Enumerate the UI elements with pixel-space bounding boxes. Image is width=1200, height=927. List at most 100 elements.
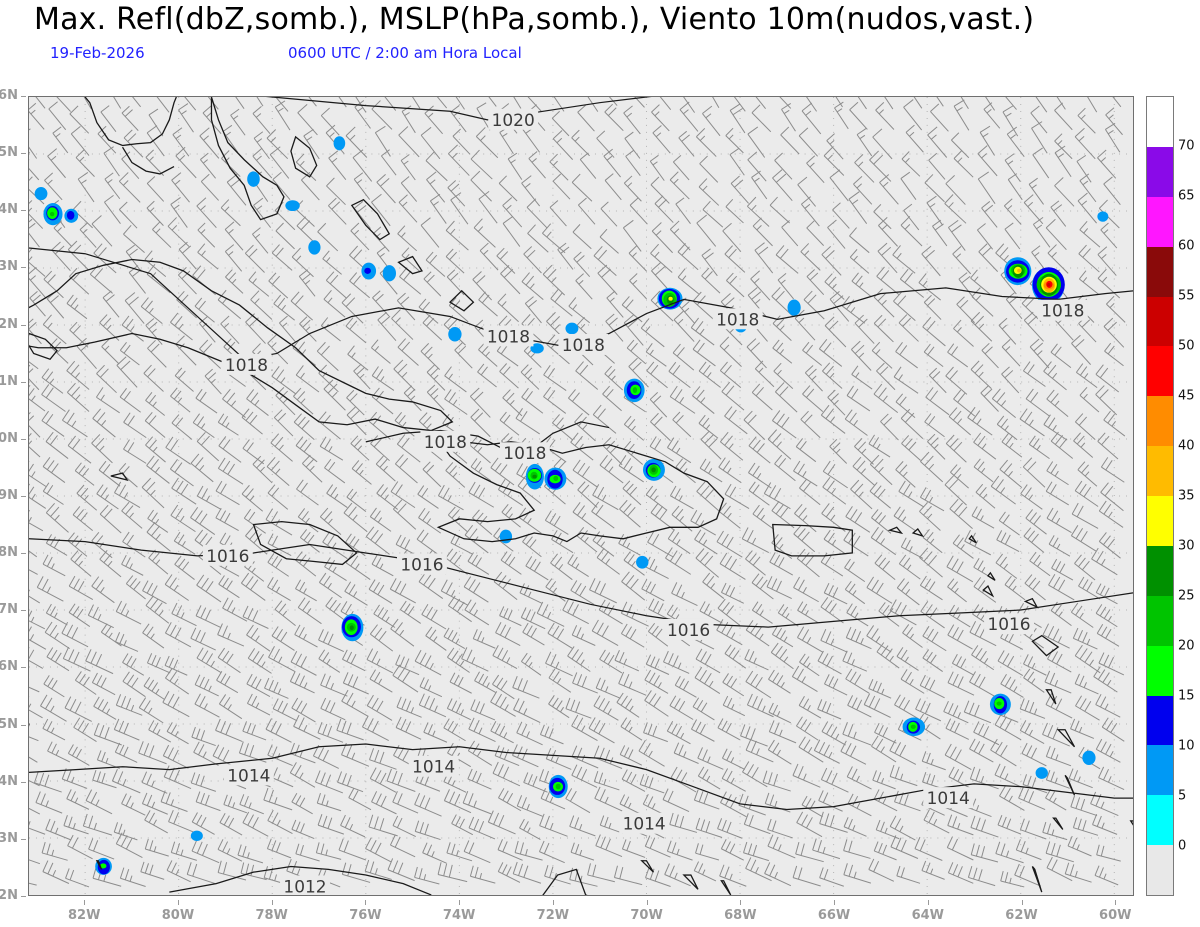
wind-barb: [1072, 627, 1098, 650]
weather-map[interactable]: 1020 1018 1018 1018 1018 1018 1018 1018 1016 1016…: [28, 96, 1134, 896]
lon-tick-mark: [552, 900, 554, 905]
wind-barb: [195, 791, 221, 812]
wind-barb: [301, 172, 320, 201]
wind-barb: [269, 146, 290, 179]
wind-barb: [342, 649, 366, 672]
wind-barb: [45, 431, 69, 459]
wind-barb: [1050, 200, 1067, 227]
wind-barb: [44, 172, 63, 201]
lon-tick-label: 68W: [724, 908, 757, 923]
wind-barb: [29, 557, 38, 575]
wind-barb: [172, 127, 190, 157]
wind-barb: [672, 154, 690, 181]
wind-barb: [146, 176, 165, 202]
wind-barb: [1043, 361, 1067, 391]
wind-barb: [645, 343, 667, 367]
wind-barb: [29, 433, 41, 458]
wind-barb: [618, 671, 647, 696]
wind-barb: [953, 99, 970, 131]
wind-barb: [948, 766, 973, 790]
wind-barb: [695, 648, 721, 674]
wind-barb: [66, 360, 90, 390]
wind-barb: [844, 409, 868, 436]
wind-barb: [400, 154, 416, 181]
isobar-value-label: 1016: [400, 554, 443, 574]
map-canvas: 1020 1018 1018 1018 1018 1018 1018 1018 1016 1016…: [29, 97, 1133, 895]
wind-barb: [948, 604, 971, 628]
wind-barb: [1019, 698, 1046, 719]
wind-barb: [994, 763, 1022, 788]
wind-barb: [746, 693, 774, 718]
wind-barb: [144, 412, 166, 438]
wind-barb: [813, 739, 840, 764]
wind-barb: [164, 655, 188, 676]
wind-barb: [724, 245, 746, 273]
wind-barb: [699, 155, 719, 183]
wind-barb: [721, 748, 746, 770]
wind-barb: [967, 406, 993, 436]
wind-barb: [646, 361, 668, 389]
wind-barb: [725, 127, 744, 154]
wind-barb: [696, 214, 717, 247]
wind-barb: [983, 102, 1001, 129]
reflectivity-colorbar[interactable]: 70 65 60 55 50 45 40 35 30 25 20 15 10 5 0: [1146, 96, 1200, 896]
wind-barb: [665, 547, 692, 575]
wind-barb: [817, 650, 842, 675]
wind-barb: [218, 694, 243, 720]
wind-barb: [702, 572, 725, 599]
wind-barb: [1076, 154, 1092, 183]
wind-barb: [220, 199, 241, 227]
wind-barb: [52, 126, 69, 154]
wind-barb: [345, 533, 366, 557]
wind-barb: [724, 483, 750, 509]
wind-barb: [515, 408, 540, 435]
wind-barb: [100, 623, 122, 647]
reflectivity-cell: [1097, 211, 1109, 222]
reflectivity-cell: [285, 200, 300, 212]
wind-barb: [846, 766, 872, 790]
wind-barb: [173, 531, 196, 555]
wind-barb: [638, 739, 665, 767]
wind-barb: [238, 741, 267, 763]
wind-barb: [545, 651, 573, 677]
wind-barb: [802, 341, 823, 366]
wind-barb: [48, 101, 67, 131]
wind-barb: [873, 314, 894, 343]
wind-barb: [467, 768, 492, 790]
wind-barb: [692, 386, 715, 414]
wind-barb: [620, 717, 643, 741]
wind-barb: [1021, 742, 1047, 767]
wind-barb: [218, 436, 242, 463]
wind-barb: [644, 690, 669, 717]
wind-barb: [1095, 604, 1118, 628]
wind-barb: [567, 646, 591, 672]
wind-barb: [308, 97, 317, 107]
wind-barb: [76, 484, 98, 511]
wind-barb: [623, 175, 642, 202]
wind-barb: [593, 695, 619, 721]
wind-barb: [876, 266, 900, 296]
wind-barb: [263, 787, 293, 811]
wind-barb: [1024, 574, 1046, 601]
wind-barb: [318, 364, 339, 393]
wind-barb: [414, 649, 442, 676]
wind-barb: [1074, 644, 1101, 674]
wind-barb: [75, 149, 95, 177]
wind-barb: [369, 507, 392, 532]
wind-barb: [659, 97, 672, 110]
wind-barb: [597, 264, 618, 295]
wind-barb: [698, 361, 721, 388]
lat-tick-label: 24N: [0, 202, 18, 218]
wind-barb: [146, 521, 171, 552]
wind-barb: [949, 498, 973, 530]
wind-barb: [145, 318, 163, 345]
wind-barb: [650, 243, 673, 273]
wind-barb: [1028, 177, 1044, 205]
wind-barb: [827, 219, 846, 249]
wind-barb: [348, 788, 372, 811]
wind-barb: [849, 227, 870, 254]
wind-barb: [320, 107, 340, 136]
wind-barb: [68, 603, 91, 627]
reflectivity-cell: [1035, 767, 1048, 779]
wind-barb: [969, 671, 995, 697]
